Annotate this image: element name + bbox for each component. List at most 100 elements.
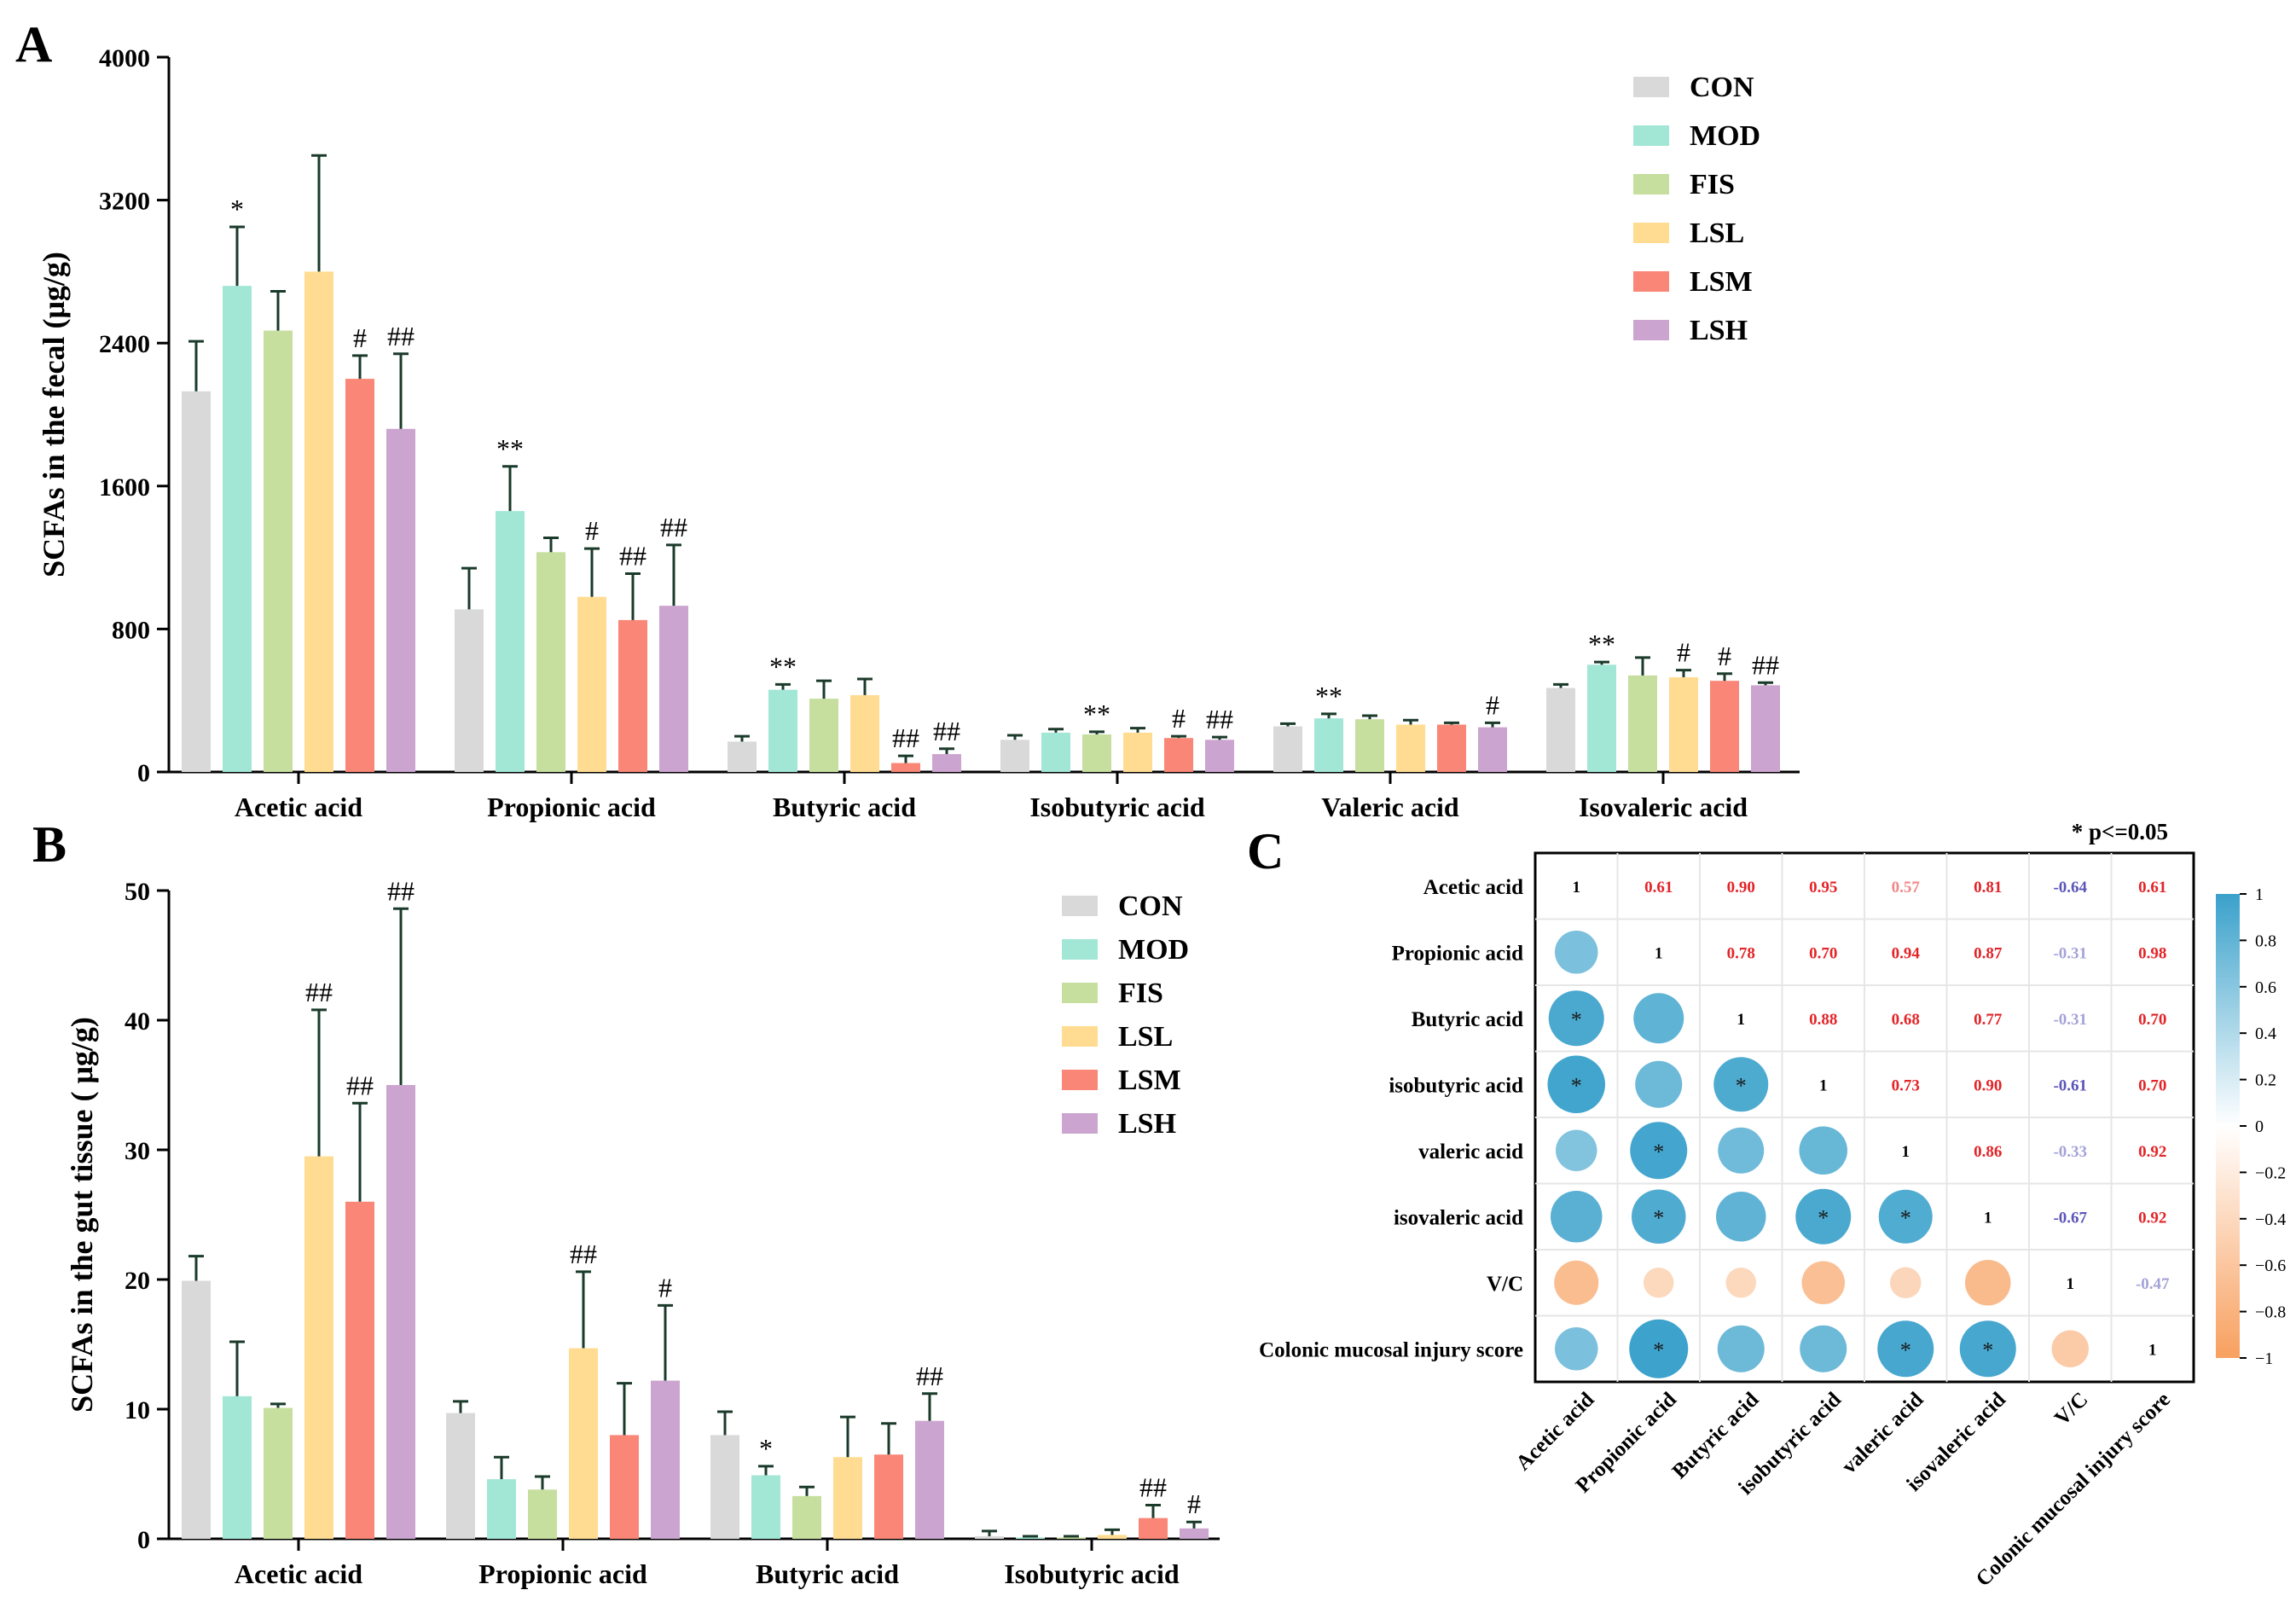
correlation-value: 0.57 (1892, 879, 1921, 897)
panel-a-significance-mark: # (1718, 641, 1731, 671)
panel-b-bar-mod (223, 1396, 252, 1539)
panel-a-bar-lsm (891, 763, 920, 772)
panel-a-bar-lsm (1437, 724, 1466, 772)
legend-swatch-mod (1633, 125, 1669, 146)
correlation-circle (1725, 1268, 1756, 1298)
panel-b-bar-con (710, 1435, 739, 1539)
panel-a-significance-mark: ## (933, 716, 960, 746)
panel-b-significance-mark: # (1187, 1488, 1201, 1519)
panel-a-bar-fis (264, 330, 293, 772)
panel-a-bar-lsm (345, 379, 374, 772)
correlation-circle (1801, 1261, 1845, 1304)
correlation-value: 0.90 (1974, 1076, 2002, 1094)
panel-a-significance-mark: ** (1083, 699, 1110, 729)
panel-a-significance-mark: # (1486, 689, 1499, 720)
legend-label-lsm: LSM (1118, 1065, 1181, 1096)
panel-a-bar-con (1273, 726, 1302, 772)
panel-b-significance-mark: * (759, 1433, 773, 1464)
panel-b-bar-lsl (304, 1156, 333, 1539)
panel-a-bar-lsh (1478, 727, 1507, 772)
correlation-circle (1644, 1268, 1674, 1298)
correlation-circle (1716, 1192, 1766, 1242)
legend-swatch-lsm (1062, 1070, 1098, 1090)
panel-b-bar-fis (264, 1407, 293, 1539)
significance-star: * (1653, 1338, 1664, 1362)
panel-a-x-tick-label: Isovaleric acid (1579, 792, 1748, 822)
panel-b-bar-lsm (874, 1454, 903, 1539)
panel-b-bar-lsm (610, 1435, 639, 1539)
legend-swatch-lsh (1633, 320, 1669, 340)
panel-a-significance-mark: ## (892, 722, 919, 753)
panel-a-bar-con (728, 741, 757, 772)
panel-a-bar-lsl (577, 596, 606, 772)
panel-a-significance-mark: ## (1752, 649, 1779, 680)
panel-a-bar-lsl (850, 694, 879, 772)
correlation-value: 0.95 (1809, 879, 1837, 897)
heatmap-col-label: Acetic acid (1511, 1388, 1598, 1475)
correlation-circle (1965, 1260, 2011, 1306)
panel-b-bar-lsh (386, 1085, 415, 1539)
panel-b-bar-lsh (1180, 1528, 1209, 1539)
panel-b-x-tick-label: Butyric acid (756, 1558, 899, 1589)
correlation-circle (1713, 1057, 1769, 1112)
colorbar-tick-label: −0.2 (2255, 1163, 2286, 1182)
correlation-circle (1800, 1325, 1847, 1372)
panel-b-bar-con (446, 1413, 475, 1539)
correlation-circle (1555, 1327, 1598, 1371)
significance-star: * (1571, 1073, 1582, 1098)
panel-a-bar-lsh (932, 754, 961, 772)
panel-a-y-axis-title: SCFAs in the fecal (μg/g) (37, 252, 71, 577)
heatmap-row-label: valeric acid (1418, 1140, 1523, 1163)
correlation-value: 0.61 (1644, 879, 1673, 897)
heatmap-row-label: Colonic mucosal injury score (1259, 1338, 1523, 1361)
correlation-circle (1795, 1188, 1852, 1245)
panel-a-significance-mark: ** (1588, 629, 1615, 659)
panel-a-x-tick-label: Butyric acid (773, 792, 916, 822)
panel-label-a: A (15, 16, 52, 73)
legend-label-fis: FIS (1690, 169, 1735, 200)
colorbar (2216, 894, 2240, 1358)
correlation-value: -0.67 (2053, 1209, 2087, 1227)
panel-b-bar-lsl (1098, 1535, 1127, 1539)
panel-a-significance-mark: ## (660, 512, 687, 543)
panel-b-x-tick-label: Propionic acid (478, 1558, 647, 1589)
panel-b-y-axis-title: SCFAs in the gut tissue ( μg/g) (65, 1017, 99, 1413)
correlation-value: 0.68 (1892, 1011, 1920, 1029)
panel-a-bar-lsl (1123, 732, 1152, 772)
panel-a-significance-mark: ** (1315, 681, 1342, 711)
panel-a-x-tick-label: Acetic acid (235, 792, 362, 822)
panel-a-bar-mod (223, 286, 252, 772)
correlation-value: -0.33 (2053, 1143, 2087, 1161)
legend-label-mod: MOD (1118, 934, 1189, 966)
significance-star: * (1736, 1073, 1747, 1098)
correlation-circle (1877, 1320, 1934, 1378)
panel-b-bar-fis (792, 1495, 821, 1539)
correlation-value: -0.47 (2136, 1275, 2170, 1293)
legend-swatch-lsl (1633, 223, 1669, 243)
panel-a-chart: 0 800 1600 2400 3200 4000 SCFAs in the fecal (… (37, 44, 1800, 822)
correlation-circle (1633, 993, 1684, 1044)
panel-a-significance-mark: ## (1206, 704, 1233, 734)
panel-b-y-tick-label: 50 (125, 878, 150, 906)
panel-b-x-tick-label: Acetic acid (235, 1558, 362, 1589)
correlation-value: 0.87 (1974, 944, 2003, 962)
panel-b-bar-lsm (1139, 1517, 1168, 1539)
correlation-circle (1629, 1319, 1689, 1378)
correlation-value: 0.70 (2138, 1076, 2166, 1094)
correlation-circle (1556, 1129, 1597, 1171)
panel-a-bar-lsl (1669, 676, 1698, 772)
significance-star: * (1653, 1205, 1664, 1230)
panel-b-y-tick-label: 0 (137, 1526, 150, 1554)
correlation-circle (1878, 1189, 1933, 1244)
significance-star: * (1900, 1338, 1911, 1362)
correlation-value: -0.64 (2053, 879, 2087, 897)
legend-label-mod: MOD (1690, 120, 1760, 152)
correlation-circle (1632, 1189, 1686, 1244)
panel-b-bar-lsh (915, 1420, 944, 1539)
correlation-value: 1 (2067, 1275, 2075, 1293)
panel-a-significance-mark: # (585, 515, 599, 546)
panel-a-y-tick-label: 1600 (99, 473, 150, 502)
legend-label-con: CON (1690, 72, 1754, 103)
panel-a-bar-lsh (1751, 685, 1780, 772)
